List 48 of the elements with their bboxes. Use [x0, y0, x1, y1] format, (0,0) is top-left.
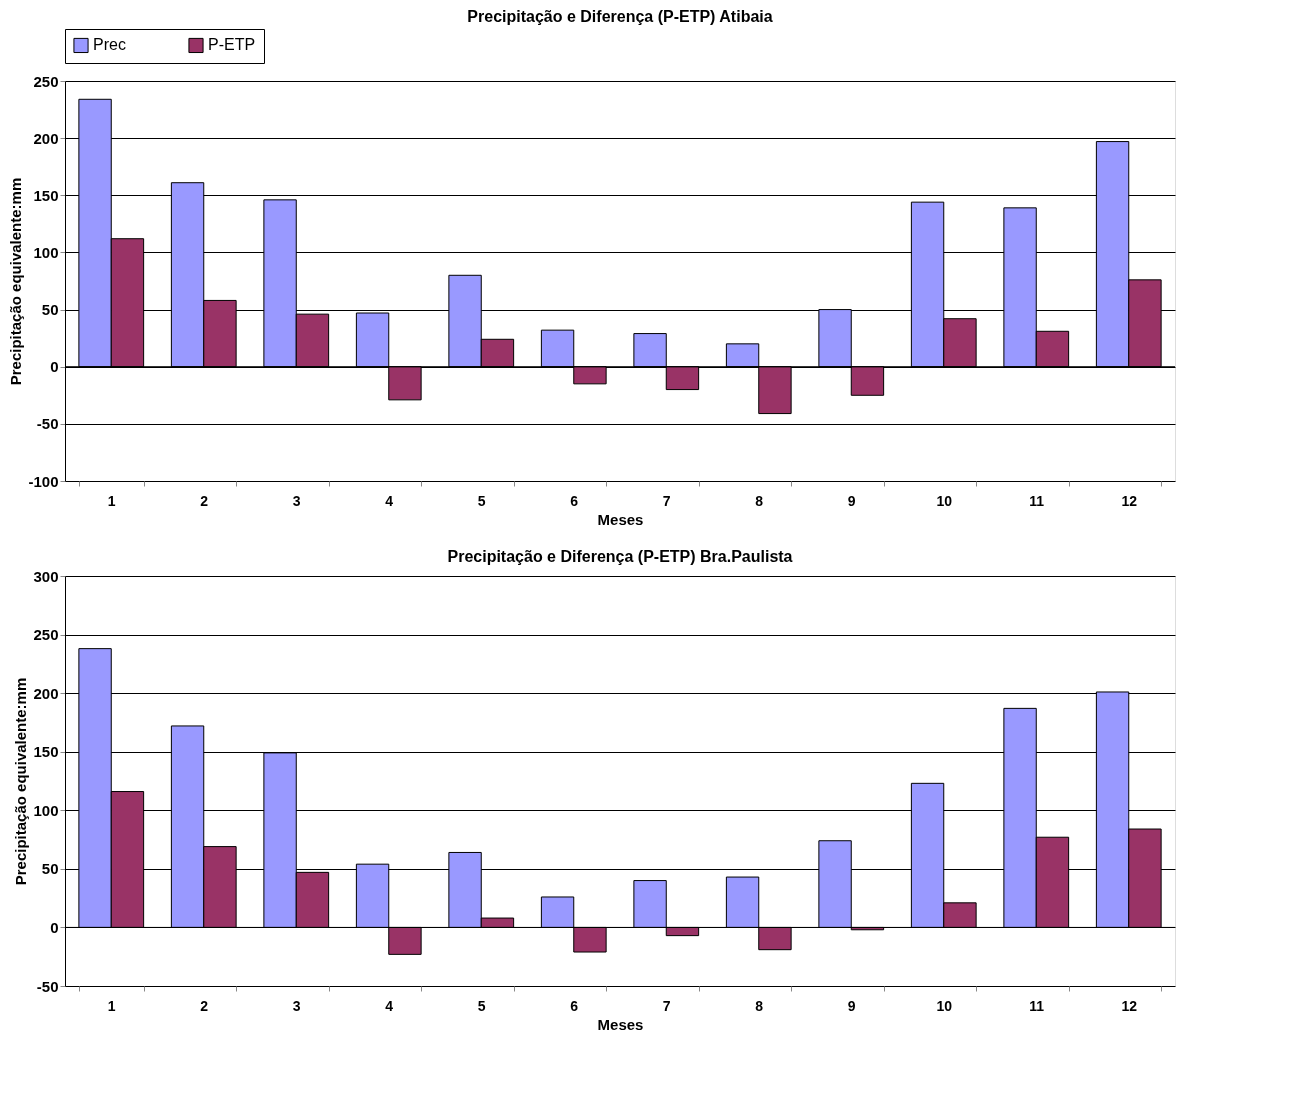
x-tick-label: 8	[755, 997, 764, 1014]
x-tick-label: 12	[1121, 492, 1138, 509]
x-tick-label: 1	[107, 492, 116, 509]
x-tick-label: 11	[1029, 492, 1045, 509]
y-tick-label: -50	[36, 415, 59, 433]
x-tick-label: 9	[847, 997, 856, 1014]
chart-title: Precipitação e Diferença (P-ETP) Atibaia	[467, 7, 773, 25]
y-tick-label: 250	[33, 72, 59, 90]
y-tick-label: 150	[33, 186, 59, 204]
legend-label: P-ETP	[208, 36, 256, 54]
x-tick-label: 2	[200, 492, 209, 509]
chart-title: Precipitação e Diferença (P-ETP) Bra.Paulista	[447, 548, 793, 565]
y-tick-label: 200	[33, 129, 59, 147]
x-tick-label: 10	[936, 492, 953, 509]
y-tick-label: 50	[41, 301, 59, 319]
y-tick-label: 100	[33, 243, 59, 261]
y-tick-label: 300	[33, 567, 59, 585]
x-tick-label: 4	[385, 492, 394, 509]
y-tick-label: -50	[36, 977, 59, 995]
x-tick-label: 9	[847, 492, 856, 509]
x-tick-label: 11	[1029, 997, 1045, 1014]
x-axis-title: Meses	[597, 510, 644, 528]
x-tick-label: 3	[292, 997, 301, 1014]
x-tick-label: 7	[662, 492, 671, 509]
y-tick-label: 100	[33, 801, 59, 819]
x-tick-label: 4	[385, 997, 394, 1014]
x-tick-label: 2	[200, 997, 209, 1014]
x-tick-label: 6	[570, 997, 579, 1014]
y-tick-label: 0	[50, 918, 59, 936]
x-tick-label: 7	[662, 997, 671, 1014]
y-tick-label: 200	[33, 684, 59, 702]
x-tick-label: 5	[477, 997, 486, 1014]
y-tick-label: 250	[33, 626, 59, 644]
y-tick-label: -100	[28, 472, 59, 490]
x-tick-label: 5	[477, 492, 486, 509]
legend-label: Prec	[93, 36, 126, 54]
y-tick-label: 50	[41, 860, 59, 878]
x-tick-label: 12	[1121, 997, 1138, 1014]
y-tick-label: 150	[33, 743, 59, 761]
x-tick-label: 6	[570, 492, 579, 509]
x-tick-label: 1	[107, 997, 116, 1014]
y-tick-label: 0	[50, 358, 59, 376]
x-tick-label: 8	[755, 492, 764, 509]
y-axis-title: Precipitação equivalente:mm	[7, 177, 25, 386]
x-axis-title: Meses	[597, 1015, 644, 1033]
x-tick-label: 3	[292, 492, 301, 509]
x-tick-label: 10	[936, 997, 953, 1014]
y-axis-title: Precipitação equivalente:mm	[12, 677, 30, 886]
